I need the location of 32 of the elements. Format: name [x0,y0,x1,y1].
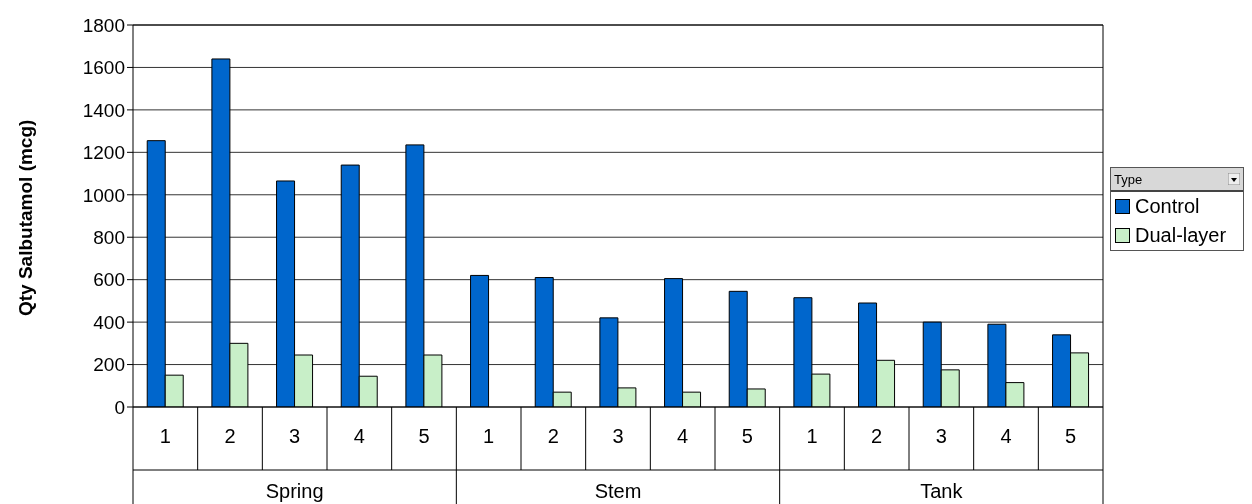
y-tick-label: 200 [93,354,125,376]
y-tick-label: 1600 [82,57,125,79]
x-tick-label: 4 [1000,425,1012,448]
text: Stem [594,480,642,502]
x-tick-label: 3 [935,425,947,448]
y-tick-label: 1400 [82,99,125,121]
y-axis-title: Qty Salbutamol (mcg) [14,119,36,316]
legend-label: Control [1135,195,1200,218]
y-tick-label: 1000 [82,184,125,206]
x-tick-label: 4 [353,425,365,448]
text: Tank [920,480,964,502]
x-tick-label: 1 [483,425,495,448]
x-tick-label: 5 [741,425,753,448]
legend-title: Type [1114,171,1143,187]
x-tick-label: 1 [806,425,818,448]
y-tick-label: 0 [114,396,125,418]
x-tick-label: 2 [224,425,236,448]
y-tick-label: 1800 [82,14,125,36]
text: Spring [265,480,324,502]
x-tick-label: 4 [677,425,689,448]
x-tick-label: 1 [159,425,171,448]
y-tick-label: 800 [93,226,125,248]
x-tick-label: 5 [418,425,430,448]
x-tick-label: 5 [1065,425,1077,448]
x-tick-label: 3 [612,425,624,448]
legend-label: Dual-layer [1135,224,1227,247]
y-tick-label: 600 [93,269,125,291]
x-tick-label: 2 [547,425,559,448]
x-tick-label: 2 [871,425,883,448]
y-tick-label: 1200 [82,142,125,164]
y-tick-label: 400 [93,311,125,333]
x-tick-label: 3 [289,425,301,448]
